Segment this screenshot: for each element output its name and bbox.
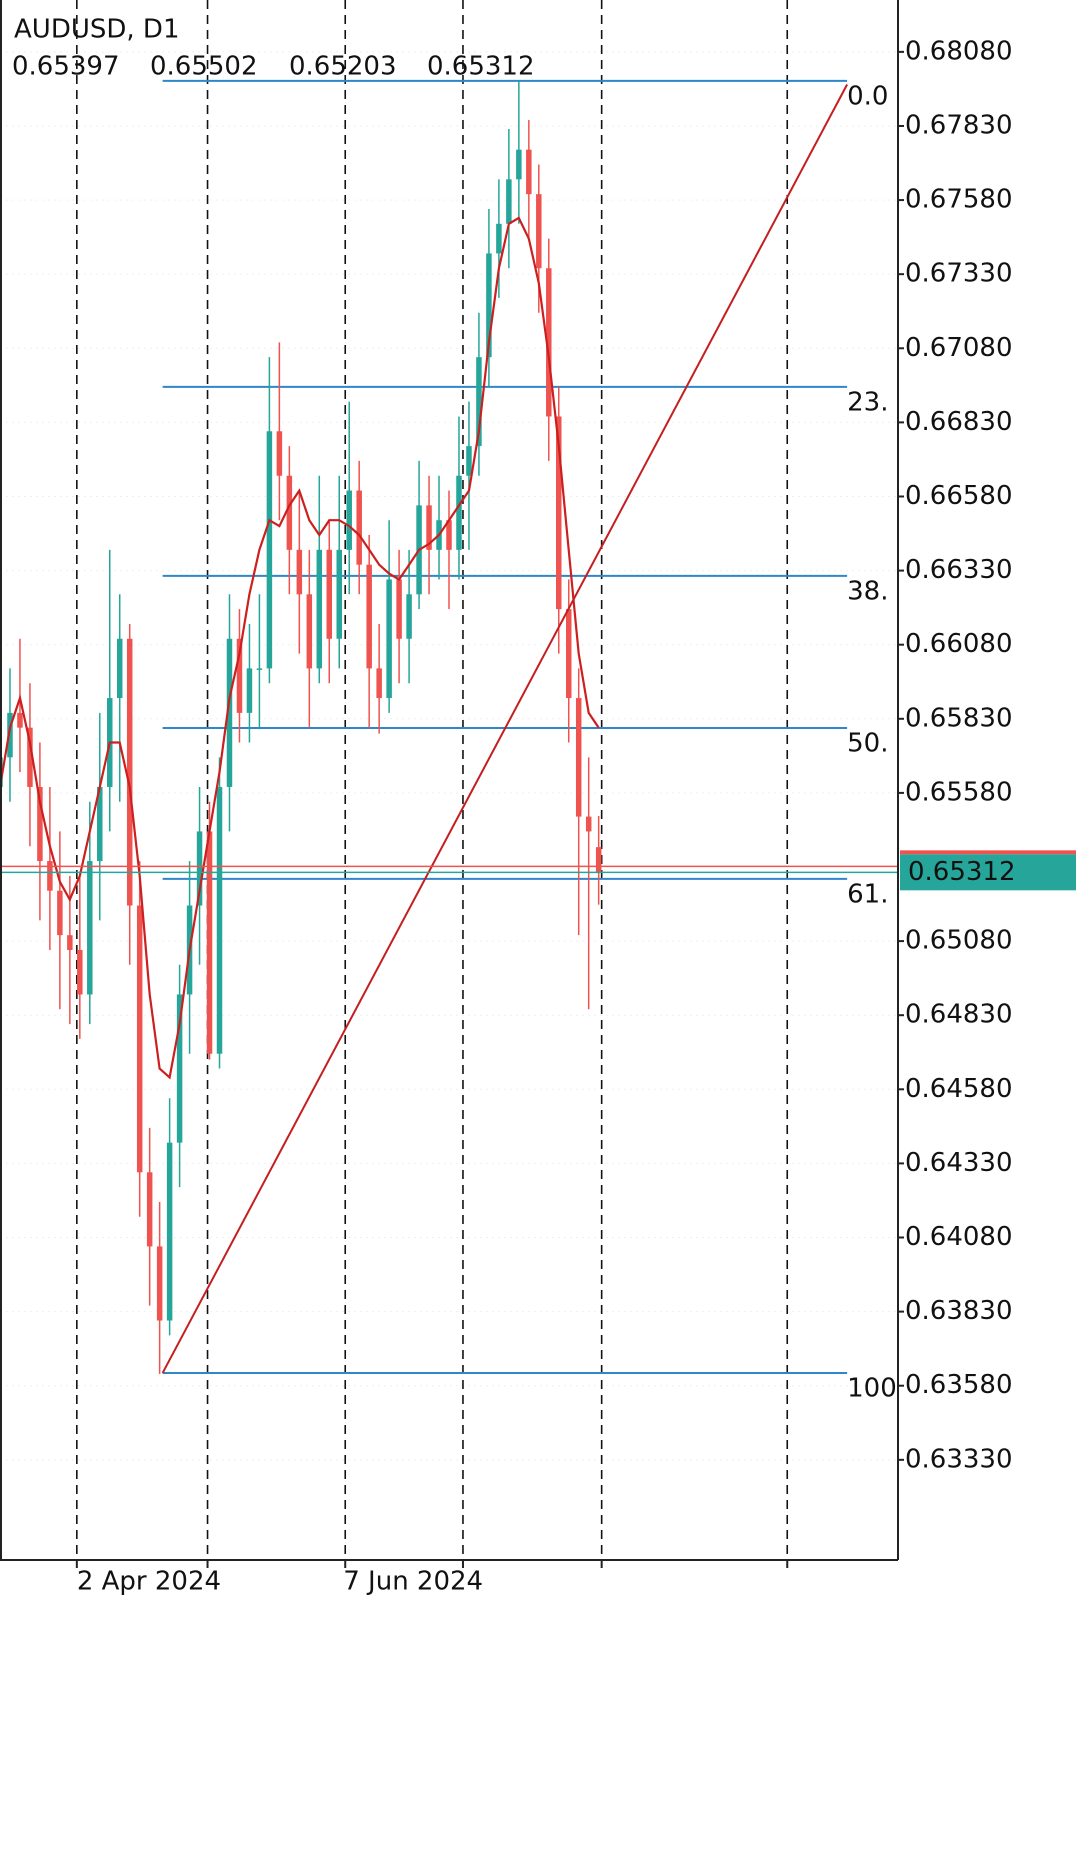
candle-body — [466, 446, 472, 476]
candle-body — [286, 475, 293, 550]
candle-body — [546, 268, 552, 417]
candle-body — [176, 994, 183, 1143]
y-tick-label: 0.67080 — [905, 333, 1013, 363]
ohlc-high: 0.65502 — [150, 52, 258, 82]
y-tick-label: 0.66080 — [905, 629, 1013, 659]
candle-body — [565, 609, 572, 699]
candle-body — [126, 638, 133, 906]
candle-body — [67, 935, 73, 950]
y-tick-label: 0.64330 — [905, 1148, 1013, 1178]
candle-body — [336, 549, 342, 639]
candle-body — [87, 861, 93, 995]
moving-average — [0, 216, 600, 1080]
y-tick-label: 0.65830 — [905, 703, 1013, 733]
candle-body — [116, 638, 123, 699]
y-tick-label: 0.66830 — [905, 407, 1013, 437]
candle-body — [266, 431, 273, 669]
y-tick-label: 0.67580 — [905, 185, 1013, 215]
fib-label: 50. — [847, 728, 888, 758]
price-tag-top — [900, 850, 1076, 855]
candle-body — [426, 505, 432, 550]
symbol-title: AUDUSD, D1 — [14, 15, 179, 45]
candle-body — [496, 223, 502, 254]
candle-body — [27, 727, 33, 787]
candle-body — [136, 905, 143, 1173]
y-tick-label: 0.64080 — [905, 1222, 1013, 1252]
y-tick-label: 0.64580 — [905, 1074, 1013, 1104]
fib-label: 23. — [847, 387, 888, 417]
x-tick-label: 2 Apr 2024 — [77, 1567, 221, 1597]
candle-body — [306, 594, 313, 669]
candle-body — [585, 816, 592, 832]
candle-body — [506, 179, 512, 224]
candle-body — [486, 253, 492, 358]
ohlc-open: 0.65397 — [12, 52, 120, 82]
candle-body — [236, 638, 243, 713]
candle-body — [57, 890, 63, 936]
candle-body — [37, 786, 43, 862]
trendline — [161, 84, 848, 1374]
candle-body — [516, 149, 522, 180]
candle-body — [456, 475, 462, 550]
fib-label: 100 — [847, 1373, 897, 1403]
candle-body — [356, 490, 362, 565]
candle-body — [326, 549, 333, 639]
candle-body — [595, 847, 602, 873]
candle-body — [17, 712, 23, 728]
candle-body — [346, 490, 352, 550]
candle-body — [536, 194, 542, 269]
y-tick-label: 0.66330 — [905, 555, 1013, 585]
plot — [0, 0, 898, 1560]
y-tick-label: 0.65080 — [905, 926, 1013, 956]
candle-body — [146, 1172, 153, 1247]
candle-body — [77, 949, 83, 995]
y-tick-label: 0.67330 — [905, 259, 1013, 289]
candle-body — [196, 831, 203, 906]
candle-body — [575, 698, 582, 817]
fib-label: 0.0 — [847, 81, 888, 111]
y-tick-label: 0.66580 — [905, 481, 1013, 511]
candle-body — [47, 861, 53, 891]
ohlc-low: 0.65203 — [289, 52, 397, 82]
candle-body — [216, 786, 223, 1054]
candle-body — [476, 357, 482, 447]
candle-body — [376, 668, 382, 699]
candle-body — [156, 1246, 163, 1321]
candle-body — [166, 1142, 173, 1321]
candle-body — [406, 594, 412, 639]
candle-body — [276, 431, 283, 476]
candle-body — [316, 549, 323, 669]
y-tick-label: 0.63830 — [905, 1296, 1013, 1326]
y-tick-label: 0.63330 — [905, 1444, 1013, 1474]
y-tick-label: 0.64830 — [905, 1000, 1013, 1030]
ohlc-close: 0.65312 — [427, 52, 535, 82]
fib-label: 61. — [847, 879, 888, 909]
candle-body — [556, 416, 562, 610]
candle-body — [396, 579, 402, 639]
price-tag — [900, 854, 1076, 891]
candle-body — [226, 638, 233, 787]
y-tick-label: 0.65580 — [905, 777, 1013, 807]
candle-body — [7, 712, 13, 758]
y-tick-label: 0.68080 — [905, 36, 1013, 66]
price-label: 0.65312 — [908, 857, 1016, 887]
candle-body — [256, 668, 263, 670]
y-tick-label: 0.63580 — [905, 1370, 1013, 1400]
y-tick-label: 0.67830 — [905, 110, 1013, 140]
fib-label: 38. — [847, 576, 888, 606]
candle-body — [386, 579, 392, 699]
x-tick-label: 7 Jun 2024 — [343, 1567, 483, 1597]
candle-body — [526, 149, 532, 195]
candle-body — [446, 520, 452, 550]
candle-body — [296, 549, 303, 595]
candle-body — [97, 786, 103, 862]
candle-body — [366, 564, 372, 669]
candle-body — [246, 668, 253, 713]
candle-body — [206, 831, 213, 1054]
